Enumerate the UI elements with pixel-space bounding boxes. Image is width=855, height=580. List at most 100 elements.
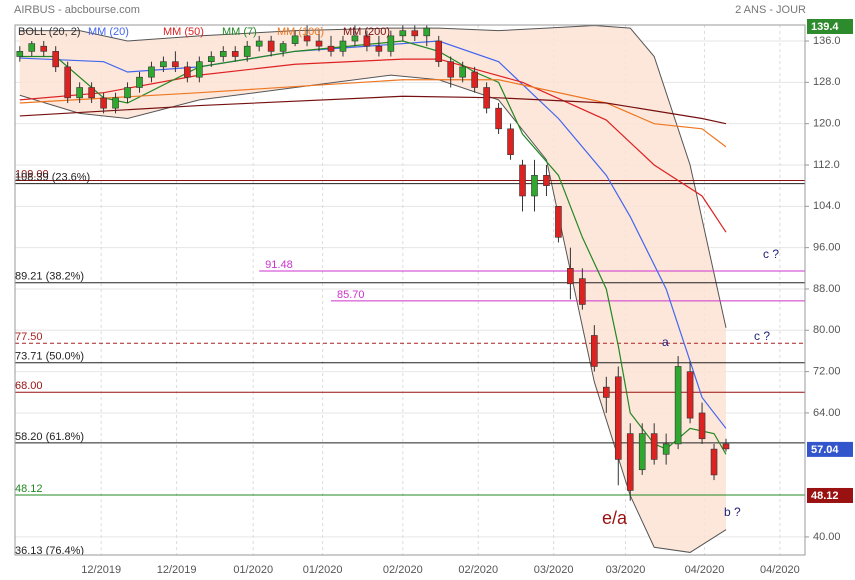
legend-entry: MM (50) [163,26,204,38]
candle-body [28,43,36,52]
bollinger-lower [19,74,727,553]
level-label: 108.39 (23.6%) [15,172,90,184]
legend-entry: MM (7) [222,26,257,38]
candle-body [519,164,526,197]
moving-average [19,95,727,125]
candle-body [172,61,179,68]
x-tick-label: 01/2020 [233,564,273,576]
level-label: 85.70 [337,289,365,301]
candle-body [303,35,311,42]
candle-body [471,71,478,88]
candle-body [555,206,562,238]
candle-body [614,376,622,460]
legend-entry: BOLL (20, 2) [18,26,81,38]
candle-body [423,27,431,37]
price-tag [807,19,853,34]
level-label: 68.00 [15,380,43,392]
candle-body [722,443,730,450]
candle-body [650,433,658,460]
annotation: c ? [763,247,779,261]
candle-body [52,51,59,68]
candle-body [411,30,419,37]
candle-body [76,87,83,99]
annotation: e/a [602,508,628,528]
x-tick-label: 02/2020 [458,564,498,576]
chart-subtitle: 2 ANS - JOUR [735,4,806,16]
y-tick-label: 128.0 [813,76,841,88]
candle-body [351,35,359,42]
bollinger-upper [19,25,727,328]
candle-body [662,443,670,455]
candle-body [375,45,383,52]
candle-body [363,35,371,47]
candle-body [567,268,574,285]
moving-average [19,79,727,148]
legend-entry: MM (200) [343,26,390,38]
level-label: 73.71 (50.0%) [15,351,84,363]
candle-body [231,51,239,57]
candle-body [208,56,215,62]
overlay: 136.0 128.0 120.0 112.0 104.0 96.00 88.00 80.00… [18,19,853,576]
annotation: b ? [724,505,741,519]
plot-frame [14,24,806,556]
level-label: 77.50 [15,331,43,343]
candle-body [459,66,466,78]
candle-body [435,40,443,62]
y-tick-label: 40.00 [813,531,841,543]
candle-body [710,448,718,476]
candle-body [255,40,263,47]
y-tick-label: 96.00 [813,242,841,254]
level-label: 109.00 [15,168,49,180]
candle-body [603,386,610,398]
y-tick-label: 88.00 [813,283,841,295]
candle-body [579,278,586,305]
candle-body [686,371,694,419]
price-tag [807,487,853,503]
candle-body [674,366,682,445]
candle-body [591,335,598,367]
price-tag [807,441,853,457]
chart-title: AIRBUS - abcbourse.com [14,4,140,16]
candle-body [136,76,143,88]
candle-body [196,61,203,78]
x-tick-label: 03/2020 [606,564,646,576]
candle-body [698,412,706,440]
candle-body [507,128,514,155]
candle-body [291,35,299,44]
moving-average [19,40,727,455]
candle-body [399,30,407,37]
candle-body [483,87,490,109]
annotation: a [662,335,669,349]
price-tag-label: 139.4 [811,21,839,33]
x-tick-label: 02/2020 [383,564,423,576]
level-label: 36.13 (76.4%) [15,545,84,557]
y-tick-label: 72.00 [813,366,841,378]
y-tick-label: 120.0 [813,118,841,130]
level-label: 58.20 (61.8%) [15,431,84,443]
legend-entry: MM (20) [88,26,129,38]
candle-body [531,175,538,197]
candle-body [315,40,323,47]
price-tag-label: 48.12 [811,490,839,502]
candle-body [279,43,287,52]
candle-body [148,66,155,78]
bollinger-fill [19,25,726,553]
candle-body [387,35,395,52]
y-tick-label: 104.0 [813,200,841,212]
candle-body [495,107,502,130]
level-label: 89.21 (38.2%) [15,271,84,283]
candle-body [219,51,227,57]
legend-entry: MM (100) [277,26,324,38]
candle-body [267,40,275,52]
candle-body [243,45,251,57]
y-tick-label: 80.00 [813,324,841,336]
candle-body [447,61,454,78]
x-tick-label: 01/2020 [303,564,343,576]
level-label: 91.48 [265,259,293,271]
level-label: 48.12 [15,483,43,495]
candle-body [88,87,95,99]
annotation: c ? [754,329,770,343]
candle-body [184,66,191,78]
